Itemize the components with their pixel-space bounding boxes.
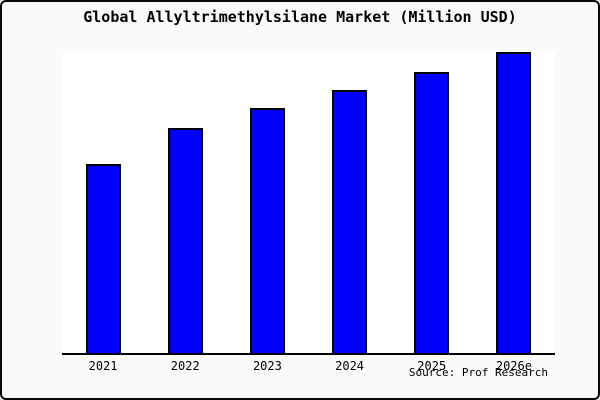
x-tick-label-2023: 2023	[252, 359, 282, 373]
bar-2026e	[496, 52, 532, 353]
x-tick-label-2022: 2022	[170, 359, 200, 373]
bar-2024	[332, 90, 368, 353]
bar-2023	[249, 108, 285, 353]
bar-2025	[414, 72, 450, 353]
chart-title: Global Allyltrimethylsilane Market (Mill…	[83, 8, 517, 26]
x-tick-label-2024: 2024	[335, 359, 365, 373]
bar-2022	[167, 128, 203, 353]
plot-area	[62, 52, 555, 355]
source-credit: Source: Prof Research	[408, 366, 548, 379]
bar-2021	[85, 164, 121, 353]
x-tick-label-2021: 2021	[88, 359, 118, 373]
